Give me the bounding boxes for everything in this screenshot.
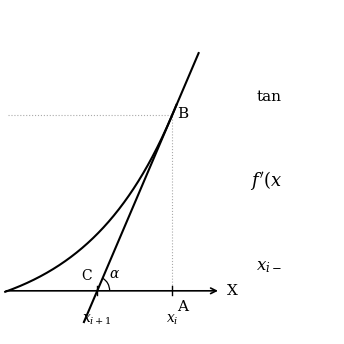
Text: tan: tan [256, 90, 281, 104]
Text: α: α [110, 267, 119, 281]
Text: $x_{i-}$: $x_{i-}$ [256, 258, 282, 275]
Text: B: B [177, 107, 189, 121]
Text: $f'(x$: $f'(x$ [250, 169, 282, 192]
Text: C: C [81, 269, 92, 283]
Text: $x_i$: $x_i$ [166, 313, 178, 327]
Text: $x_{i+1}$: $x_{i+1}$ [83, 313, 112, 327]
Text: A: A [177, 300, 188, 314]
Text: X: X [227, 284, 238, 298]
